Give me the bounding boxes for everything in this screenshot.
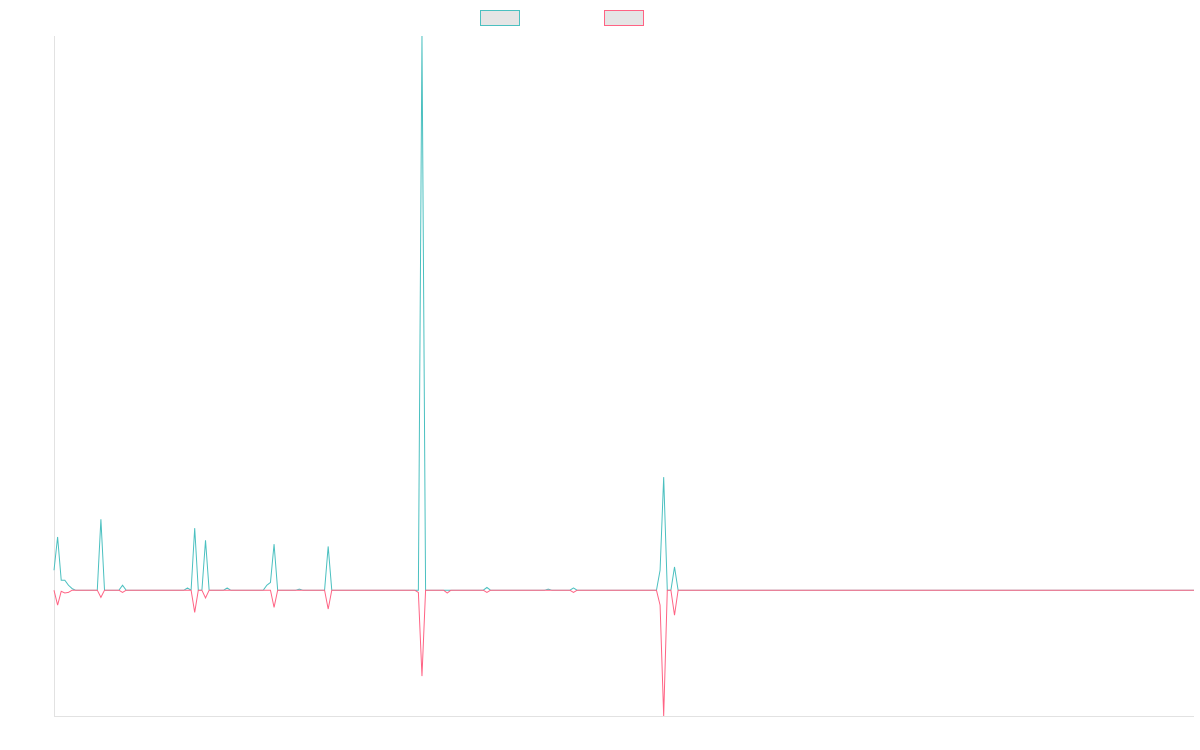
series-line-1 (53, 35, 1194, 592)
series-line-2 (53, 589, 1194, 717)
legend-swatch-series-1[interactable] (480, 10, 520, 26)
legend-swatch-series-2[interactable] (604, 10, 644, 26)
